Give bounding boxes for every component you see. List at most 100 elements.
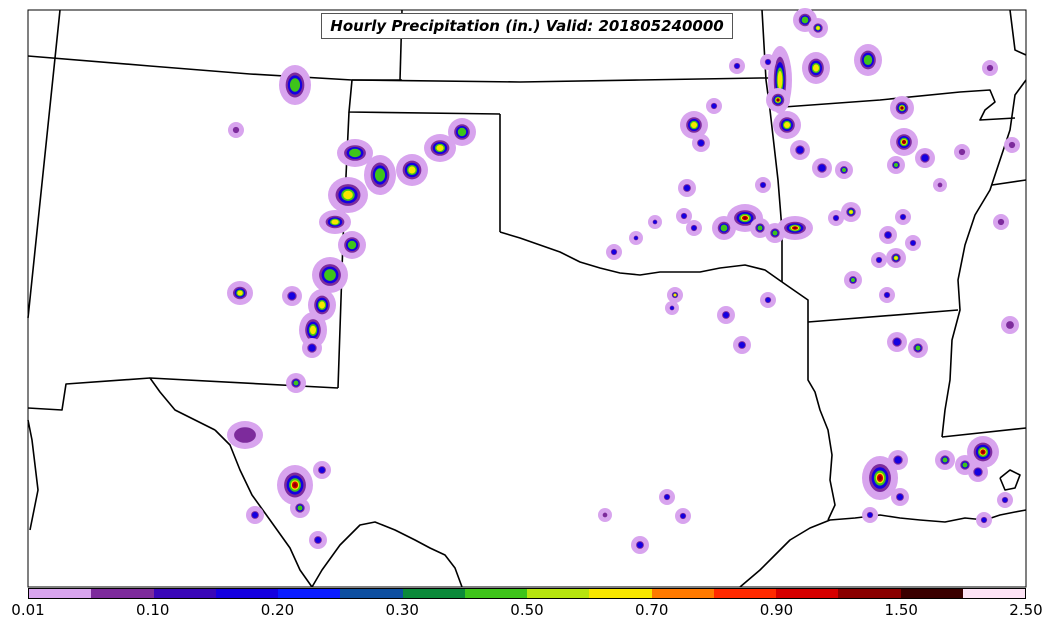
precip-cell — [885, 232, 891, 238]
precip-cell — [743, 216, 747, 220]
precipitation-cells — [227, 8, 1020, 554]
precip-cell — [408, 166, 416, 174]
precip-cell — [986, 64, 994, 72]
colorbar-tick-label: 0.50 — [510, 601, 544, 619]
colorbar-tick-label: 2.50 — [1009, 601, 1043, 619]
colorbar-segment — [402, 589, 465, 598]
precip-cell — [293, 380, 299, 386]
precip-cell — [813, 64, 819, 72]
boundary-arkansas-louisiana — [807, 309, 959, 323]
precip-cell — [319, 467, 325, 473]
precip-cell — [760, 182, 766, 188]
colorbar-segment — [91, 589, 154, 598]
precip-cell — [1002, 497, 1008, 503]
colorbar-segment — [962, 589, 1025, 598]
precip-cell — [232, 126, 240, 134]
precip-cell — [833, 215, 839, 221]
boundary-west-edge — [27, 419, 39, 531]
precip-cell — [252, 512, 258, 518]
boundary-texas-louisiana — [807, 322, 836, 521]
precip-cell — [1008, 141, 1016, 149]
precip-cell — [691, 225, 697, 231]
boundary-missouri-north — [769, 89, 1016, 121]
precip-cell — [331, 219, 339, 225]
colorbar-tick-labels: 0.01 0.10 0.20 0.30 0.50 0.70 0.90 1.50 2.50 — [0, 601, 1054, 625]
map-title: Hourly Precipitation (in.) Valid: 201805… — [321, 13, 733, 39]
precip-cell — [288, 292, 296, 300]
boundary-mississippi-river — [941, 79, 1027, 438]
precip-cell — [867, 512, 873, 518]
precip-cell — [981, 450, 985, 454]
precip-cell — [602, 512, 608, 518]
colorbar-segment — [278, 589, 341, 598]
precip-cell — [894, 256, 898, 260]
precip-cell — [297, 505, 303, 511]
precip-cell — [841, 167, 847, 173]
boundary-nebraska-kansas — [351, 77, 770, 83]
precip-cell — [698, 140, 704, 146]
precip-cell — [319, 301, 325, 309]
precip-cell — [310, 325, 316, 335]
colorbar-segment — [527, 589, 590, 598]
colorbar-tick-label: 0.20 — [260, 601, 295, 619]
precip-cell — [670, 306, 674, 310]
precip-cell — [1006, 321, 1014, 329]
state-boundaries — [27, 9, 1027, 588]
colorbar-segment — [29, 589, 92, 598]
precip-cell — [315, 537, 321, 543]
colorbar-segment — [776, 589, 839, 598]
precip-cell — [915, 345, 921, 351]
precip-cell — [765, 297, 771, 303]
precip-cell — [637, 542, 643, 548]
boundary-newmexico-south — [27, 377, 151, 411]
boundary-louisiana-mississippi — [941, 427, 1027, 438]
precip-cell — [691, 122, 697, 128]
precip-cell — [962, 462, 968, 468]
precip-cell — [997, 218, 1005, 226]
precip-cell — [818, 164, 826, 172]
precip-cell — [884, 292, 890, 298]
precip-cell — [308, 344, 316, 352]
colorbar-tick-label: 0.70 — [635, 601, 669, 619]
boundary-mississippi-alabama — [1009, 9, 1027, 56]
colorbar-tick-label: 0.01 — [11, 601, 45, 619]
precip-cell — [457, 127, 467, 137]
boundary-redriver — [499, 231, 783, 283]
boundary-mexico-texas-lower — [311, 521, 463, 588]
precip-cell — [681, 213, 687, 219]
precip-cell — [374, 168, 386, 182]
precip-cell — [664, 494, 670, 500]
precip-cell — [981, 517, 987, 523]
colorbar-segment — [464, 589, 527, 598]
precip-cell — [894, 456, 902, 464]
precip-cell — [863, 54, 873, 66]
colorbar-tick-label: 1.50 — [884, 601, 918, 619]
colorbar-segment — [153, 589, 216, 598]
precip-cell — [711, 103, 717, 109]
map-border — [27, 9, 1027, 588]
precip-cell — [634, 236, 638, 240]
colorbar-segment — [589, 589, 652, 598]
precip-cell — [910, 240, 916, 246]
precip-cell — [289, 78, 301, 92]
precip-cell — [796, 146, 804, 154]
precip-cell — [801, 16, 809, 24]
precip-cell — [723, 312, 729, 318]
precip-cell — [234, 427, 256, 443]
coastline-gulf — [739, 509, 1027, 588]
precip-cell — [349, 148, 361, 158]
boundary-rio-grande — [214, 429, 313, 588]
precip-cell — [793, 226, 797, 230]
precip-cell — [436, 145, 444, 151]
precip-cell — [653, 220, 657, 224]
boundary-utah-colorado — [27, 9, 61, 319]
boundary-newmexico-texas — [149, 377, 339, 431]
precip-cell — [876, 257, 882, 263]
colorbar-tick-label: 0.90 — [759, 601, 794, 619]
boundary-missouri-arkansas-east — [991, 179, 1027, 186]
precip-cell — [878, 475, 882, 481]
precip-cell — [684, 185, 690, 191]
precip-cell — [902, 140, 906, 144]
colorbar-segment — [838, 589, 901, 598]
